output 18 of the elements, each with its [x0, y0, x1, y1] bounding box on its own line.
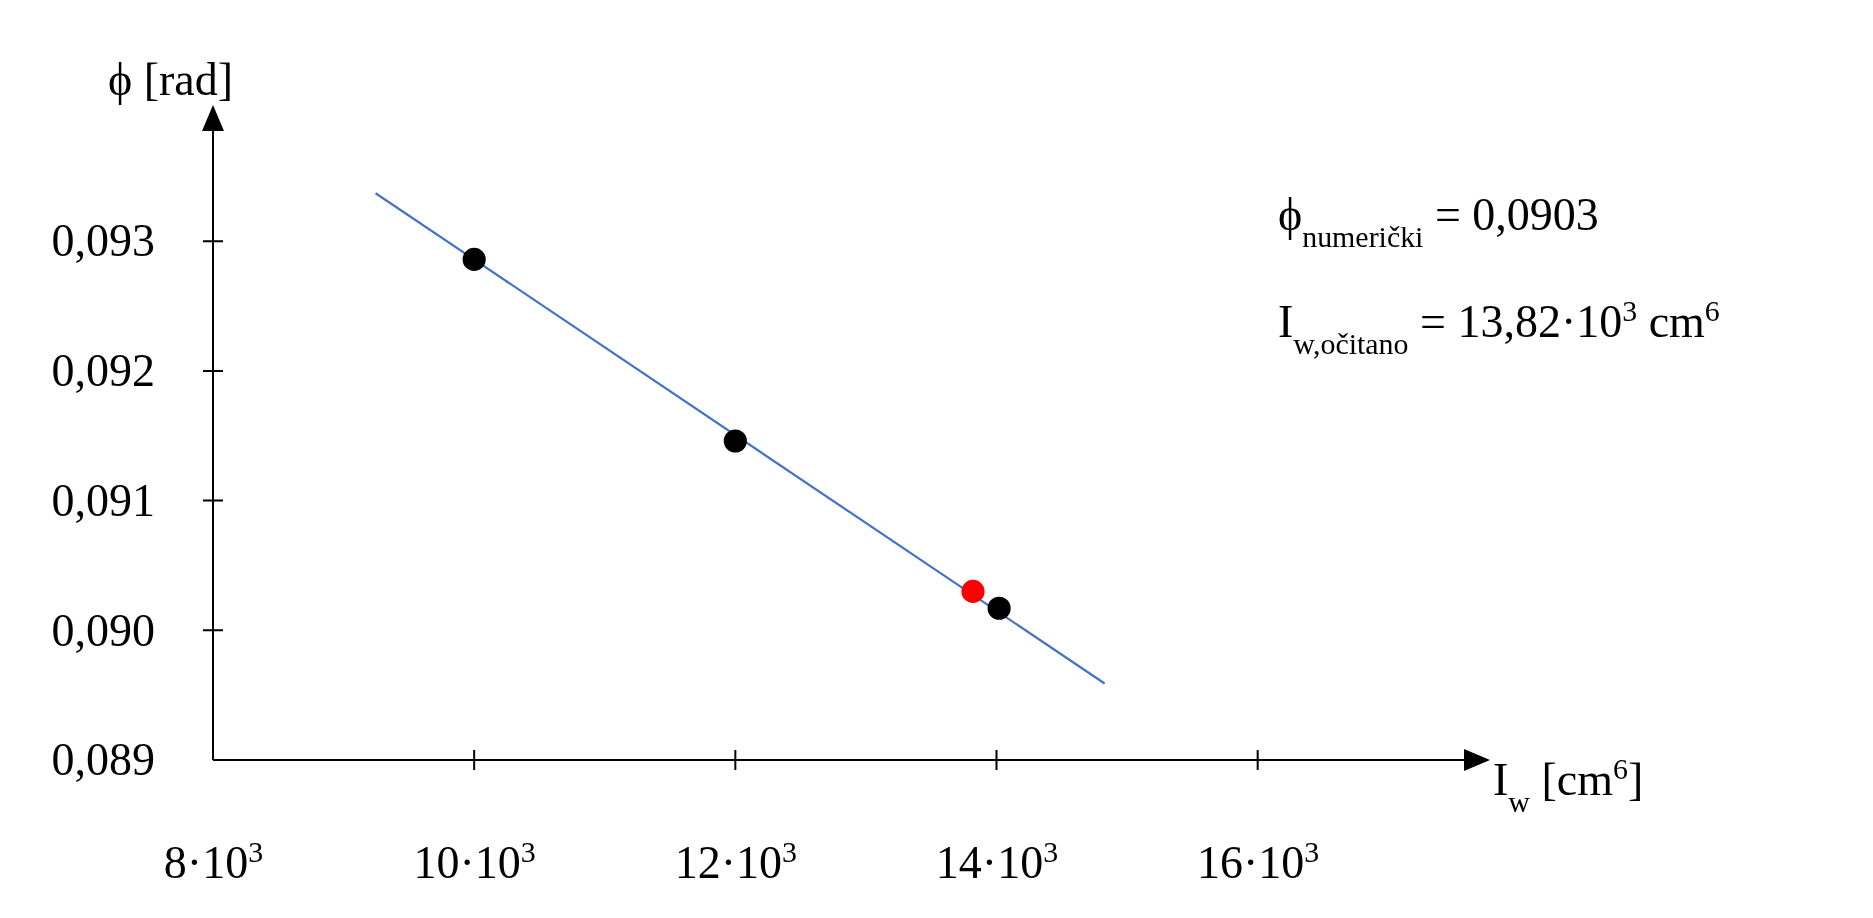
x-tick-label: 16·10$^{3}$ — [1197, 834, 1320, 888]
y-tick-label: 0,092 — [51, 345, 155, 397]
x-tick-label: 8·10$^{3}$ — [163, 834, 264, 888]
y-axis-title: ϕ [rad] — [108, 54, 234, 105]
x-tick-label: 10·10$^{3}$ — [413, 834, 536, 888]
y-tick-label: 0,091 — [51, 474, 155, 526]
x-tick-label: 14·10$^{3}$ — [935, 834, 1059, 888]
point — [723, 429, 747, 453]
annotation: I$_{w,očitano}$ = 13,82·10$^{3}$ cm$^{6}$ — [1278, 293, 1720, 360]
point — [462, 247, 486, 271]
point — [987, 596, 1011, 620]
annotation: ϕ$_{numerički}$ = 0,0903 — [1278, 189, 1599, 253]
y-tick-label: 0,093 — [51, 215, 155, 267]
x-tick-label: 12·10$^{3}$ — [674, 834, 797, 888]
point — [961, 579, 985, 603]
x-axis-title: I$_{w}$ [cm$^{6}$] — [1493, 751, 1644, 818]
y-tick-label: 0,090 — [51, 604, 155, 656]
y-tick-label: 0,089 — [51, 734, 155, 786]
